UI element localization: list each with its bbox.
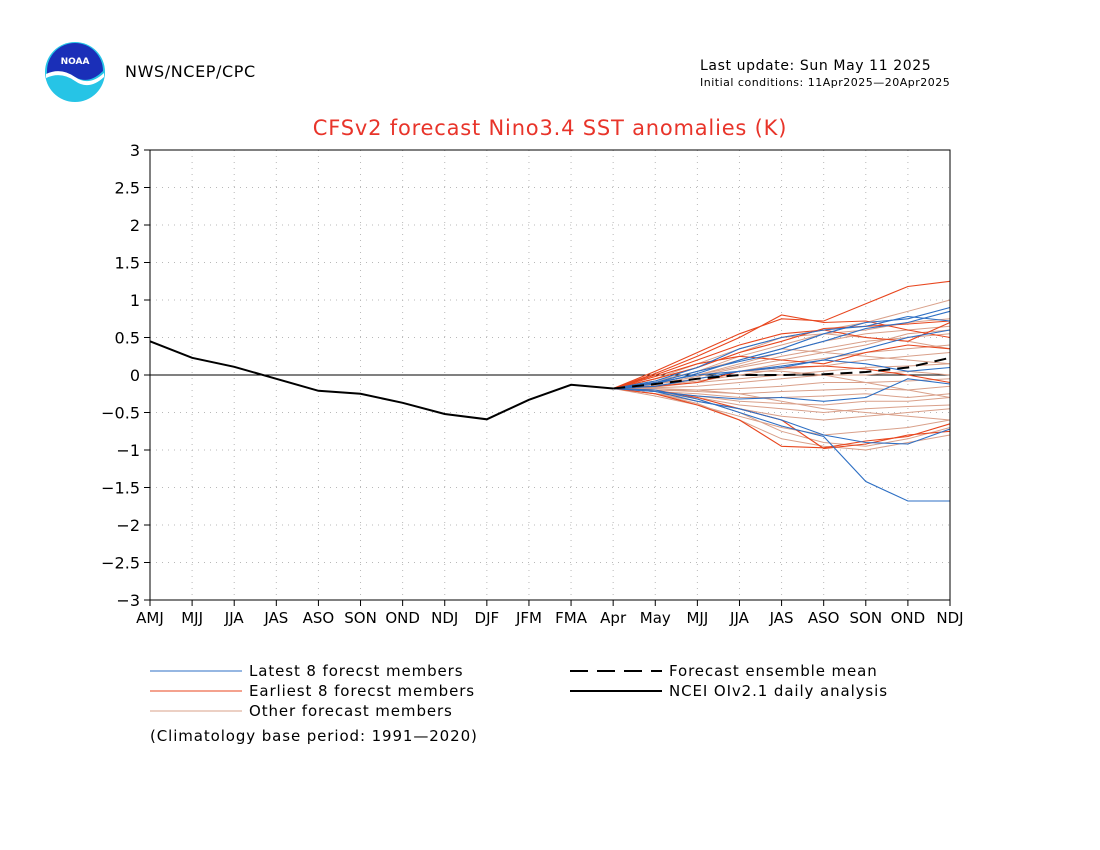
x-tick-label: OND <box>385 609 420 627</box>
x-tick-label: May <box>640 609 671 627</box>
latest-member-line <box>613 387 951 445</box>
other-member-line <box>613 388 951 421</box>
x-tick-label: OND <box>891 609 926 627</box>
initial-conditions: Initial conditions: 11Apr2025—20Apr2025 <box>700 76 951 89</box>
earliest-member-line <box>612 280 951 390</box>
x-tick-label: AMJ <box>136 609 164 627</box>
y-axis-ticks: 3 2.5 2 1.5 1 0.5 0 −0.5 −1 −1.5 −2 −2.5 −3 <box>101 141 150 610</box>
x-tick-label: MJJ <box>686 609 708 627</box>
x-tick-label: JFM <box>515 609 542 627</box>
latest-member-line <box>613 310 951 390</box>
x-tick-label: NDJ <box>431 609 458 627</box>
analysis-layer <box>149 340 614 421</box>
y-tick-label: 2.5 <box>115 179 140 198</box>
legend-latest-label: Latest 8 forecst members <box>249 662 464 680</box>
x-tick-label: JJA <box>224 609 245 627</box>
legend-mean-label: Forecast ensemble mean <box>669 662 878 680</box>
x-tick-label: JJA <box>729 609 750 627</box>
x-tick-label: SON <box>850 609 883 627</box>
legend-other-label: Other forecast members <box>249 702 453 720</box>
y-tick-label: 0 <box>130 366 140 385</box>
y-tick-label: −1.5 <box>101 479 140 498</box>
earliest-member-line <box>613 344 951 390</box>
earliest-member-line <box>613 314 951 390</box>
latest-member-line <box>613 329 951 390</box>
analysis-line <box>149 340 614 421</box>
earliest-member-line <box>613 321 951 390</box>
y-tick-label: 1 <box>130 291 140 310</box>
legend-earliest-label: Earliest 8 forecst members <box>249 682 475 700</box>
y-tick-label: −1 <box>116 441 140 460</box>
noaa-logo: NOAA <box>44 41 106 107</box>
latest-members-layer <box>613 306 951 502</box>
latest-member-line <box>613 378 951 402</box>
ensemble-mean-layer <box>613 356 951 390</box>
x-tick-label: Apr <box>600 609 627 627</box>
y-tick-label: 3 <box>130 141 140 160</box>
legend-swatches <box>150 670 662 712</box>
last-update: Last update: Sun May 11 2025 <box>700 58 932 74</box>
x-axis-ticks: AMJ MJJ JJA JAS ASO SON OND NDJ DJF JFM FMA Apr May M… <box>136 600 964 627</box>
other-member-line <box>613 388 951 447</box>
agency-label: NWS/NCEP/CPC <box>125 62 256 81</box>
y-tick-label: −2 <box>116 516 140 535</box>
other-member-line <box>613 388 951 421</box>
y-tick-label: 2 <box>130 216 140 235</box>
x-tick-label: ASO <box>303 609 335 627</box>
x-tick-label: DJF <box>475 609 500 627</box>
earliest-member-line <box>613 387 951 449</box>
other-member-line <box>613 370 951 398</box>
y-tick-label: −2.5 <box>101 554 140 573</box>
y-tick-label: 1.5 <box>115 254 140 273</box>
y-tick-label: −0.5 <box>101 404 140 423</box>
x-tick-label: JAS <box>769 609 794 627</box>
x-tick-label: NDJ <box>936 609 963 627</box>
climatology-note: (Climatology base period: 1991—2020) <box>150 727 478 745</box>
x-tick-label: SON <box>344 609 377 627</box>
logo-text: NOAA <box>61 57 90 67</box>
ensemble-mean-line <box>613 356 951 390</box>
other-member-line <box>613 388 951 436</box>
grid-layer <box>150 150 950 600</box>
x-tick-label: MJJ <box>181 609 203 627</box>
other-member-line <box>613 385 951 395</box>
chart-title: CFSv2 forecast Nino3.4 SST anomalies (K) <box>312 116 788 140</box>
x-tick-label: FMA <box>555 609 588 627</box>
x-tick-label: JAS <box>263 609 288 627</box>
y-tick-label: 0.5 <box>115 329 140 348</box>
latest-member-line <box>613 315 951 390</box>
latest-member-line <box>613 359 951 390</box>
x-tick-label: ASO <box>808 609 840 627</box>
legend-analysis-label: NCEI OIv2.1 daily analysis <box>669 682 888 700</box>
y-tick-label: −3 <box>116 591 140 610</box>
